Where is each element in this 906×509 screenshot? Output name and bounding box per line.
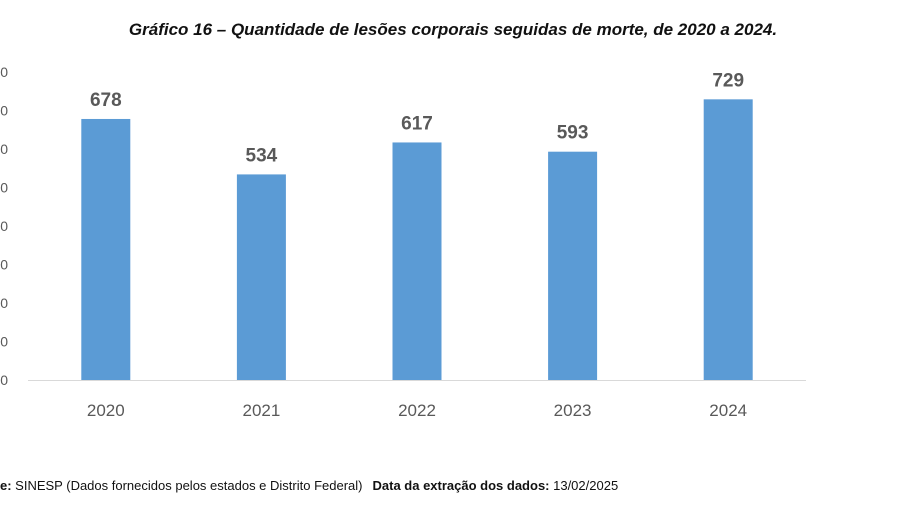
x-tick-label-2023: 2023 [554, 401, 592, 420]
extraction-date-label: Data da extração dos dados: [372, 478, 550, 493]
y-tick-label: 0 [0, 295, 8, 311]
bars-group [81, 99, 753, 381]
source-text: SINESP (Dados fornecidos pelos estados e… [11, 478, 363, 493]
x-tick-label-2020: 2020 [87, 401, 125, 420]
y-tick-label: 0 [0, 218, 8, 234]
bar-2022 [392, 142, 442, 380]
y-tick-label: 0 [0, 103, 8, 119]
x-axis-labels: 2020 2021 2022 2023 2024 [87, 401, 747, 420]
data-label-2021: 534 [246, 145, 278, 166]
bar-2021 [236, 174, 286, 380]
chart-title: Gráfico 16 – Quantidade de lesões corpor… [128, 20, 778, 39]
data-label-2020: 678 [90, 90, 122, 111]
y-tick-label: 0 [0, 372, 8, 388]
x-tick-label-2021: 2021 [242, 401, 280, 420]
y-axis-ticks: 0 0 0 0 0 0 0 0 0 [0, 64, 8, 388]
x-tick-label-2024: 2024 [709, 401, 747, 420]
y-tick-label: 0 [0, 64, 8, 80]
bar-2024 [703, 99, 753, 381]
data-label-2022: 617 [401, 113, 433, 134]
y-tick-label: 0 [0, 141, 8, 157]
data-label-2024: 729 [712, 70, 744, 91]
data-label-2023: 593 [557, 123, 589, 144]
extraction-date-value: 13/02/2025 [549, 478, 619, 493]
y-tick-label: 0 [0, 334, 8, 350]
bar-2023 [548, 151, 598, 380]
y-tick-label: 0 [0, 257, 8, 273]
y-tick-label: 0 [0, 180, 8, 196]
source-note: e: SINESP (Dados fornecidos pelos estado… [0, 478, 618, 493]
bar-2020 [81, 118, 131, 380]
source-label: e: [0, 478, 12, 493]
value-labels-group: 678 534 617 593 729 [90, 70, 744, 166]
x-tick-label-2022: 2022 [398, 401, 436, 420]
